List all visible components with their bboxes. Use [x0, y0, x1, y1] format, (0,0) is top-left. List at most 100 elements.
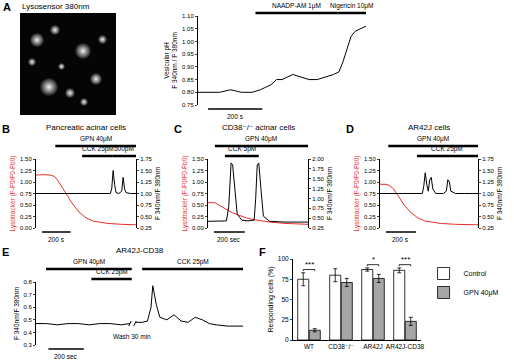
svg-text:2.00: 2.00 [312, 156, 324, 162]
svg-text:CCK 5pM: CCK 5pM [228, 145, 256, 153]
svg-text:0.50: 0.50 [364, 202, 376, 208]
svg-text:AR42J cells: AR42J cells [408, 123, 450, 132]
svg-text:0.75: 0.75 [364, 191, 376, 197]
svg-text:0.00: 0.00 [364, 225, 376, 231]
svg-text:WT: WT [304, 343, 314, 350]
svg-text:0.25: 0.25 [364, 214, 376, 220]
svg-text:200 sec: 200 sec [217, 236, 241, 243]
svg-text:Lysotracker (F-F0/F0-Fb0): Lysotracker (F-F0/F0-Fb0) [353, 156, 361, 232]
svg-text:0.75: 0.75 [182, 102, 194, 108]
svg-text:0.75: 0.75 [192, 191, 204, 197]
svg-text:1.10: 1.10 [182, 13, 194, 19]
svg-text:0.75: 0.75 [482, 202, 494, 208]
svg-text:F 340nm/F 380nm: F 340nm/F 380nm [496, 167, 503, 220]
svg-text:75: 75 [281, 276, 289, 283]
svg-text:0.25: 0.25 [140, 225, 152, 231]
svg-text:1.50: 1.50 [312, 176, 324, 182]
svg-text:0.50: 0.50 [482, 214, 494, 220]
svg-text:Pancreatic acinar cells: Pancreatic acinar cells [46, 123, 126, 132]
svg-text:1.05: 1.05 [182, 26, 194, 32]
svg-text:GPN 40μM: GPN 40μM [80, 135, 112, 143]
svg-text:0.50: 0.50 [192, 202, 204, 208]
svg-text:0.7: 0.7 [23, 292, 32, 298]
svg-text:0.4: 0.4 [23, 330, 32, 336]
svg-text:1.00: 1.00 [312, 196, 324, 202]
svg-text:0.75: 0.75 [20, 191, 32, 197]
svg-text:0.95: 0.95 [182, 51, 194, 57]
svg-text:0.25: 0.25 [20, 214, 32, 220]
svg-text:CD38⁻/⁻: CD38⁻/⁻ [328, 343, 353, 350]
svg-text:*: * [372, 255, 375, 264]
svg-text:GPN 40μM: GPN 40μM [73, 258, 105, 266]
svg-text:200 s: 200 s [227, 113, 244, 120]
svg-text:Nigericin 10μM: Nigericin 10μM [330, 2, 373, 10]
svg-text:0.25: 0.25 [482, 225, 494, 231]
svg-text:CCK 25pM: CCK 25pM [96, 268, 128, 276]
svg-text:CD38⁻/⁻ acinar cells: CD38⁻/⁻ acinar cells [222, 123, 295, 132]
svg-text:CCK 25pM: CCK 25pM [431, 145, 463, 153]
svg-text:1.50: 1.50 [482, 168, 494, 174]
svg-text:0.50: 0.50 [20, 202, 32, 208]
svg-text:CCK 25pM: CCK 25pM [82, 145, 114, 153]
svg-text:1.50: 1.50 [140, 168, 152, 174]
svg-text:1.00: 1.00 [364, 179, 376, 185]
svg-text:200 s: 200 s [392, 236, 409, 243]
svg-text:1.25: 1.25 [140, 179, 152, 185]
svg-text:GPN 40μM: GPN 40μM [417, 135, 449, 143]
svg-text:100: 100 [278, 255, 289, 262]
svg-text:1.25: 1.25 [364, 168, 376, 174]
svg-text:0.3: 0.3 [23, 342, 32, 348]
svg-text:0: 0 [285, 336, 289, 343]
svg-text:GPN 40μM: GPN 40μM [464, 289, 499, 297]
svg-text:1.25: 1.25 [312, 186, 324, 192]
svg-text:1.00: 1.00 [20, 179, 32, 185]
svg-text:F 340nm/F 380nm: F 340nm/F 380nm [326, 167, 333, 220]
svg-text:Wash 30 min: Wash 30 min [113, 333, 151, 340]
svg-text:50: 50 [281, 296, 289, 303]
svg-text:***: *** [305, 260, 314, 269]
svg-text:0.80: 0.80 [182, 89, 194, 95]
svg-text:1.25: 1.25 [192, 168, 204, 174]
svg-text:0.75: 0.75 [312, 205, 324, 211]
svg-text:0.5: 0.5 [23, 317, 32, 323]
svg-text:AR42J-CD38: AR42J-CD38 [116, 246, 164, 255]
svg-text:1.75: 1.75 [482, 156, 494, 162]
svg-text:1.50: 1.50 [20, 156, 32, 162]
svg-text:Control: Control [464, 270, 487, 277]
svg-text:1.75: 1.75 [140, 156, 152, 162]
svg-text:GPN 40μM: GPN 40μM [245, 135, 277, 143]
svg-text:1.50: 1.50 [364, 156, 376, 162]
svg-text:Vesicular pHF 340nm / F 380nm: Vesicular pHF 340nm / F 380nm [163, 32, 178, 89]
svg-text:F 340nm/F 380nm: F 340nm/F 380nm [13, 287, 20, 340]
svg-text:0.75: 0.75 [140, 202, 152, 208]
svg-text:0.6: 0.6 [23, 304, 32, 310]
svg-text:F 340nm/F 380nm: F 340nm/F 380nm [154, 167, 161, 220]
svg-text:200 sec: 200 sec [54, 353, 78, 360]
svg-text:AR42J-CD38: AR42J-CD38 [386, 343, 425, 350]
svg-text:1.00: 1.00 [140, 191, 152, 197]
svg-text:0.00: 0.00 [192, 225, 204, 231]
svg-text:0.00: 0.00 [20, 225, 32, 231]
svg-text:500pM: 500pM [114, 145, 134, 153]
svg-text:1.75: 1.75 [312, 166, 324, 172]
svg-text:Responding cells (%): Responding cells (%) [267, 266, 275, 332]
svg-text:0.25: 0.25 [312, 225, 324, 231]
svg-text:1.00: 1.00 [192, 179, 204, 185]
svg-text:NAADP-AM 1μM: NAADP-AM 1μM [272, 2, 321, 10]
svg-text:1.25: 1.25 [20, 168, 32, 174]
svg-text:25: 25 [281, 316, 289, 323]
svg-text:0.90: 0.90 [182, 64, 194, 70]
svg-text:0.25: 0.25 [192, 214, 204, 220]
svg-text:1.00: 1.00 [182, 39, 194, 45]
svg-text:200 s: 200 s [48, 236, 65, 243]
svg-text:0.50: 0.50 [312, 215, 324, 221]
svg-text:Lysotracker (F-F0/F0-Fb0): Lysotracker (F-F0/F0-Fb0) [9, 156, 17, 232]
svg-text:0.50: 0.50 [140, 214, 152, 220]
svg-text:0.85: 0.85 [182, 77, 194, 83]
svg-text:AR42J: AR42J [363, 343, 383, 350]
svg-text:1.25: 1.25 [482, 179, 494, 185]
svg-text:***: *** [401, 255, 410, 264]
svg-text:CCK 25pM: CCK 25pM [177, 258, 209, 266]
svg-text:1.00: 1.00 [482, 191, 494, 197]
svg-text:1.50: 1.50 [192, 156, 204, 162]
